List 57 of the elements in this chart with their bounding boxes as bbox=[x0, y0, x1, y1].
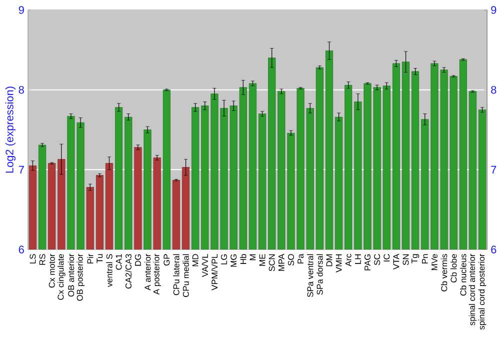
x-tick-label: VA/VL bbox=[202, 254, 208, 277]
x-tick-label: SPa ventral bbox=[307, 254, 314, 297]
x-tick-label: DM bbox=[326, 254, 332, 266]
x-tick-label: spinal cord posterior bbox=[478, 254, 486, 330]
x-tick-label: ME bbox=[259, 254, 266, 266]
x-tick-label: VTA bbox=[393, 254, 400, 270]
x-tick-label: LH bbox=[355, 254, 361, 264]
x-tick-label: OB posterior bbox=[76, 254, 84, 301]
x-tick-label: ventral S bbox=[106, 254, 112, 287]
x-tick-label: SN bbox=[402, 254, 409, 265]
x-tick-label: SC bbox=[374, 254, 380, 265]
x-tick-label: PAG bbox=[364, 254, 371, 270]
x-tick-label: GP bbox=[164, 254, 170, 266]
x-tick-label: SPa dorsal bbox=[316, 254, 323, 295]
x-tick-label: spinal cord anterior bbox=[468, 254, 477, 326]
x-tick-label: Pn bbox=[422, 254, 428, 264]
y-axis-title: Log2 (expression) bbox=[5, 86, 16, 172]
x-tick-label: IC bbox=[384, 254, 390, 262]
x-tick-label: Cb vermis bbox=[440, 254, 448, 292]
x-tick-label: Pir bbox=[87, 254, 94, 264]
x-tick-label: DG bbox=[134, 254, 141, 266]
x-tick-label: SO bbox=[288, 254, 294, 266]
x-tick-label: Tu bbox=[96, 254, 103, 263]
x-tick-label: MPA bbox=[278, 254, 284, 271]
x-tick-label: Cx cingulate bbox=[57, 254, 66, 300]
x-tick-label: VPM/VPL bbox=[211, 254, 218, 290]
x-tick-label: Cx motor bbox=[48, 254, 55, 288]
y2-tick-label: 8 bbox=[491, 86, 496, 94]
x-tick-label: Pa bbox=[298, 254, 304, 264]
x-tick-label: CA1 bbox=[116, 254, 122, 270]
x-tick-label: Cb nucleus bbox=[460, 254, 466, 296]
x-tick-label: A anterior bbox=[144, 254, 151, 290]
x-tick-label: VMH bbox=[336, 254, 342, 272]
x-tick-label: CPu medial bbox=[182, 254, 189, 297]
y-tick-label: 7 bbox=[18, 166, 24, 174]
x-tick-label: OB anterior bbox=[68, 254, 74, 296]
x-tick-label: Tg bbox=[412, 254, 420, 264]
y2-tick-label: 6 bbox=[491, 246, 496, 254]
x-tick-label: CPu lateral bbox=[173, 254, 180, 295]
x-tick-label: CA2/CA3 bbox=[125, 254, 132, 288]
y2-tick-label: 7 bbox=[491, 166, 496, 174]
x-tick-label: M bbox=[250, 254, 256, 260]
x-tick-label: A posterior bbox=[153, 254, 162, 294]
x-tick-label: MG bbox=[230, 254, 237, 266]
x-tick-label: SCN bbox=[268, 254, 275, 272]
x-tick-label: LG bbox=[221, 254, 228, 264]
x-tick-label: LS bbox=[30, 254, 36, 264]
y-tick-label: 8 bbox=[18, 86, 24, 94]
x-tick-label: Cb lobe bbox=[450, 254, 457, 282]
x-tick-label: RS bbox=[39, 254, 46, 265]
x-tick-label: MVe bbox=[432, 254, 438, 270]
x-tick-label: Arc bbox=[345, 254, 352, 266]
y2-tick-label: 9 bbox=[491, 6, 496, 14]
y-tick-label: 6 bbox=[18, 246, 24, 254]
y-tick-label: 9 bbox=[18, 6, 24, 14]
x-tick-label: MD bbox=[192, 254, 198, 266]
x-tick-label: Hb bbox=[240, 254, 246, 264]
